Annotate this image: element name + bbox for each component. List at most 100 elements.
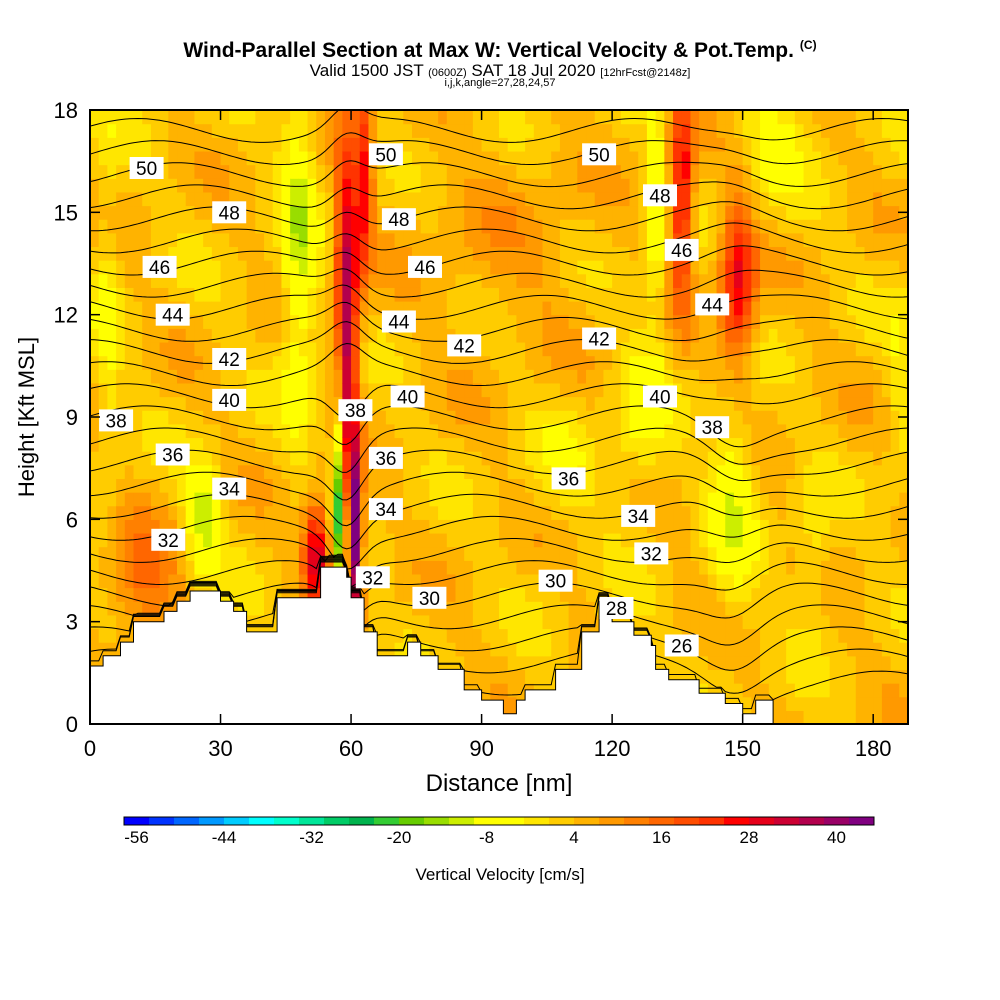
w-cell	[690, 355, 700, 370]
w-cell	[507, 696, 517, 711]
w-cell	[385, 546, 396, 561]
w-cell	[646, 137, 657, 152]
w-cell	[264, 614, 274, 630]
w-cell	[481, 464, 491, 479]
w-cell	[107, 328, 117, 343]
w-cell	[438, 614, 448, 630]
w-cell	[472, 451, 483, 466]
w-cell	[673, 123, 683, 138]
w-cell	[420, 314, 430, 329]
w-cell	[751, 601, 761, 616]
w-cell	[516, 314, 526, 329]
w-cell	[499, 191, 509, 207]
w-cell	[716, 683, 726, 698]
w-cell	[646, 219, 657, 234]
w-cell	[716, 232, 726, 248]
w-cell	[733, 137, 744, 152]
w-cell	[124, 355, 135, 370]
w-cell	[342, 150, 352, 166]
w-cell	[446, 628, 457, 643]
w-cell	[899, 260, 908, 275]
w-cell	[185, 314, 196, 329]
w-cell	[594, 246, 605, 261]
w-cell	[699, 642, 709, 657]
w-cell	[786, 614, 796, 630]
w-cell	[324, 205, 335, 220]
w-cell	[90, 287, 100, 302]
w-cell	[481, 369, 491, 384]
w-cell	[472, 492, 483, 507]
w-cell	[490, 423, 500, 439]
w-cell	[568, 505, 578, 520]
w-cell	[107, 164, 117, 179]
colorbar-tick-label: -20	[387, 828, 412, 847]
w-cell	[281, 451, 291, 466]
w-cell	[316, 492, 326, 507]
w-cell	[116, 601, 126, 616]
w-cell	[716, 560, 726, 575]
w-cell	[420, 191, 430, 207]
w-cell	[211, 164, 222, 179]
w-cell	[420, 410, 430, 425]
w-cell	[168, 123, 178, 138]
w-cell	[786, 683, 796, 698]
w-cell	[377, 410, 387, 425]
w-cell	[446, 232, 457, 248]
w-cell	[298, 573, 309, 589]
w-cell	[890, 260, 900, 275]
w-cell	[516, 410, 526, 425]
w-cell	[150, 191, 161, 207]
w-cell	[446, 396, 457, 411]
w-cell	[481, 519, 491, 534]
w-cell	[716, 642, 726, 657]
w-cell	[638, 287, 648, 302]
w-cell	[177, 219, 187, 234]
w-cell	[168, 396, 178, 411]
w-cell	[490, 314, 500, 329]
w-cell	[98, 137, 108, 152]
w-cell	[716, 191, 726, 207]
w-cell	[829, 314, 839, 329]
w-cell	[116, 369, 126, 384]
w-cell	[603, 437, 613, 452]
w-cell	[316, 519, 326, 534]
w-cell	[194, 137, 204, 152]
w-cell	[516, 492, 526, 507]
w-cell	[333, 191, 343, 207]
w-cell	[359, 246, 370, 261]
w-cell	[733, 642, 744, 657]
w-cell	[316, 464, 326, 479]
w-cell	[220, 369, 230, 384]
w-cell	[324, 519, 335, 534]
w-cell	[464, 137, 474, 152]
w-cell	[203, 355, 213, 370]
w-cell	[768, 123, 779, 138]
w-cell	[751, 178, 761, 193]
w-cell	[742, 478, 752, 493]
w-cell	[246, 178, 256, 193]
w-cell	[264, 123, 274, 138]
w-cell	[342, 546, 352, 561]
w-cell	[185, 150, 196, 166]
w-cell	[794, 614, 805, 630]
w-cell	[673, 532, 683, 548]
w-cell	[385, 260, 396, 275]
w-cell	[794, 301, 805, 316]
w-cell	[411, 110, 422, 125]
w-cell	[229, 519, 239, 534]
w-cell	[377, 328, 387, 343]
w-cell	[847, 573, 857, 589]
w-cell	[812, 382, 822, 398]
w-cell	[690, 287, 700, 302]
w-cell	[881, 232, 892, 248]
w-cell	[768, 546, 779, 561]
w-cell	[742, 164, 752, 179]
w-cell	[716, 246, 726, 261]
theta-label: 44	[388, 313, 410, 334]
w-cell	[455, 287, 465, 302]
w-cell	[733, 437, 744, 452]
w-cell	[159, 205, 169, 220]
w-cell	[490, 669, 500, 684]
w-cell	[803, 219, 813, 234]
w-cell	[455, 123, 465, 138]
